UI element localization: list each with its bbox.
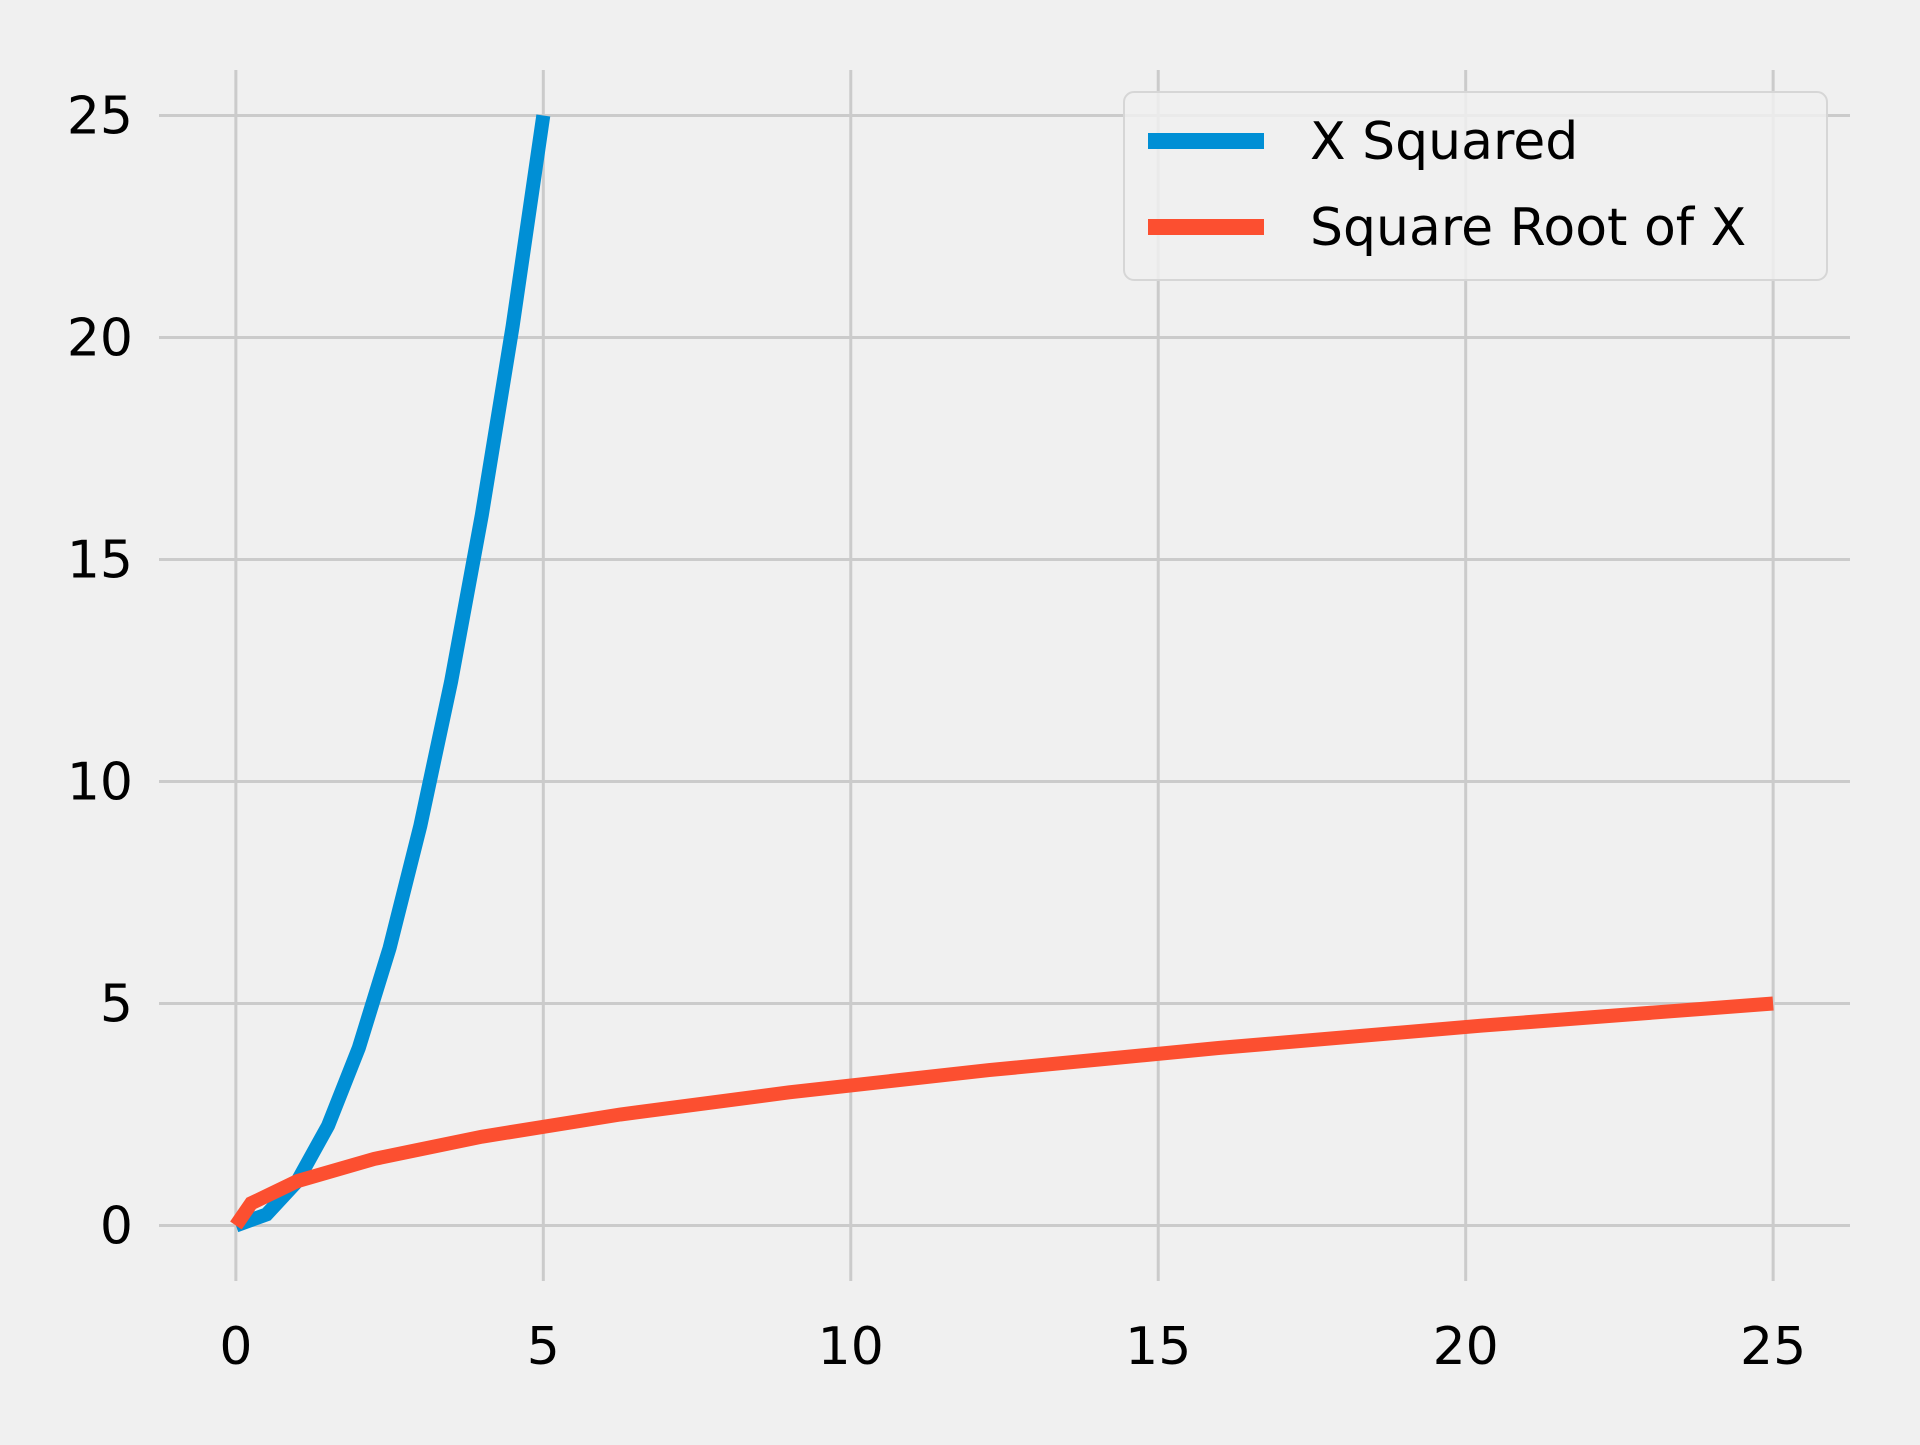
x-tick-label: 5 [527,1317,560,1377]
series-line-1 [233,114,551,1233]
legend-label-1: X Squared [1310,112,1578,172]
tick-labels: 0 5 10 15 20 25 0 5 10 15 20 25 [67,87,1806,1378]
legend-box [1123,91,1828,281]
y-tick-label: 15 [67,531,133,591]
y-tick-label: 20 [67,309,133,369]
legend-label-2: Square Root of X [1310,198,1746,258]
y-tick-label: 10 [67,753,133,813]
series-line-2 [230,996,1774,1230]
x-tick-label: 15 [1125,1317,1191,1377]
y-tick-label: 0 [100,1197,133,1257]
series-lines [230,114,1774,1233]
legend: X Squared Square Root of X [1123,91,1828,281]
y-tick-label: 5 [100,975,133,1035]
x-tick-label: 20 [1433,1317,1499,1377]
y-tick-label: 25 [67,87,133,147]
x-tick-label: 25 [1740,1317,1806,1377]
x-tick-label: 10 [818,1317,884,1377]
x-tick-label: 0 [219,1317,252,1377]
